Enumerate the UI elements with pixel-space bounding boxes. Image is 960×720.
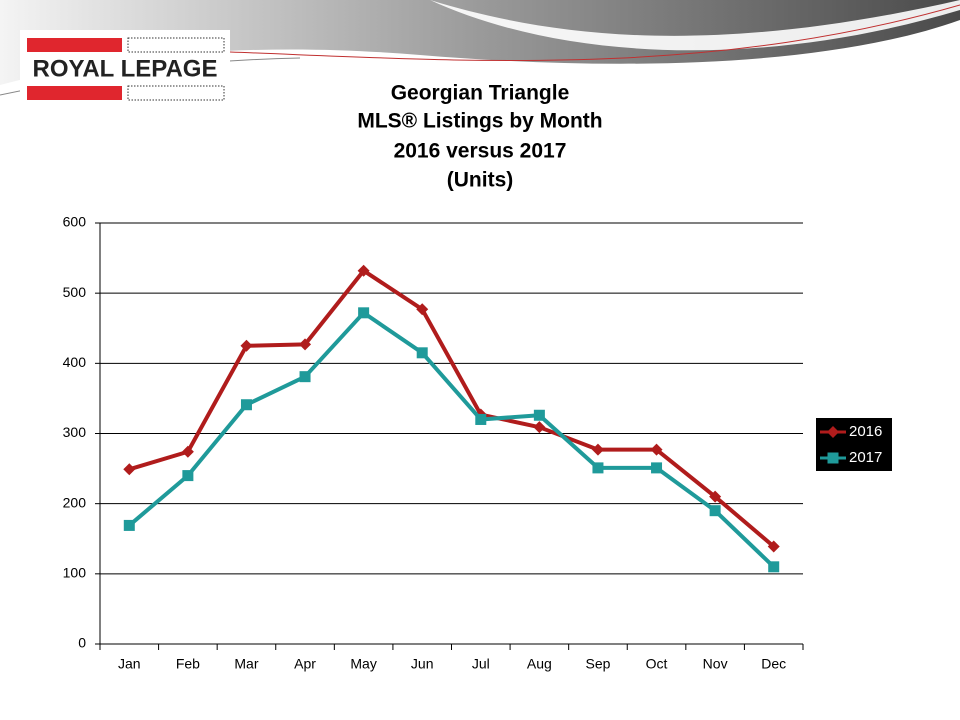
- chart-subtitle: 2016 versus 2017: [394, 140, 567, 163]
- x-tick-label: Oct: [646, 656, 668, 672]
- chart-subtitle: (Units): [447, 169, 514, 192]
- header-line: [229, 4, 960, 61]
- legend-marker: [827, 452, 839, 464]
- y-tick-label: 300: [63, 424, 87, 440]
- y-tick-label: 600: [63, 214, 87, 230]
- x-tick-label: Apr: [294, 656, 316, 672]
- data-point: [533, 421, 546, 434]
- data-point: [123, 519, 135, 531]
- data-point: [533, 409, 545, 421]
- data-point: [651, 462, 663, 474]
- data-point: [709, 505, 721, 517]
- data-point: [709, 490, 722, 503]
- data-point: [240, 399, 252, 411]
- logo-text: ROYAL LEPAGE: [33, 55, 218, 82]
- x-tick-label: Sep: [585, 656, 610, 672]
- data-point: [240, 339, 253, 352]
- data-point: [182, 470, 194, 482]
- y-tick-label: 200: [63, 494, 87, 510]
- logo: ROYAL LEPAGE: [20, 30, 230, 106]
- x-tick-label: Nov: [703, 656, 728, 672]
- data-point: [358, 307, 370, 319]
- chart-subtitle: MLS® Listings by Month: [357, 110, 602, 133]
- data-point: [416, 303, 429, 316]
- x-tick-label: Jun: [411, 656, 434, 672]
- x-tick-label: Mar: [234, 656, 258, 672]
- y-tick-label: 0: [78, 635, 86, 651]
- data-point: [591, 443, 604, 456]
- y-tick-label: 500: [63, 284, 87, 300]
- legend-label: 2016: [849, 423, 882, 440]
- legend-label: 2017: [849, 449, 882, 466]
- x-tick-label: Feb: [176, 656, 200, 672]
- series-line: [128, 268, 776, 548]
- data-point: [768, 561, 780, 573]
- data-point: [299, 371, 311, 383]
- data-point: [592, 462, 604, 474]
- header-swoosh: [0, 0, 960, 85]
- data-point: [123, 463, 136, 476]
- y-tick-label: 400: [63, 354, 87, 370]
- header-highlight: [430, 0, 960, 51]
- y-tick-label: 100: [63, 565, 87, 581]
- chart-title: Georgian Triangle: [391, 82, 570, 105]
- data-point: [416, 347, 428, 359]
- legend-marker: [827, 426, 839, 438]
- data-point: [299, 338, 312, 351]
- data-point: [650, 443, 663, 456]
- x-tick-label: Aug: [527, 656, 552, 672]
- x-tick-label: Jul: [472, 656, 490, 672]
- legend: 2016 2017: [816, 418, 892, 471]
- series-line: [127, 310, 776, 569]
- data-point: [475, 413, 487, 425]
- data-point: [181, 445, 194, 458]
- x-tick-label: May: [350, 656, 376, 672]
- x-tick-label: Dec: [761, 656, 786, 672]
- x-tick-label: Jan: [118, 656, 141, 672]
- data-point: [357, 264, 370, 277]
- data-point: [767, 540, 780, 553]
